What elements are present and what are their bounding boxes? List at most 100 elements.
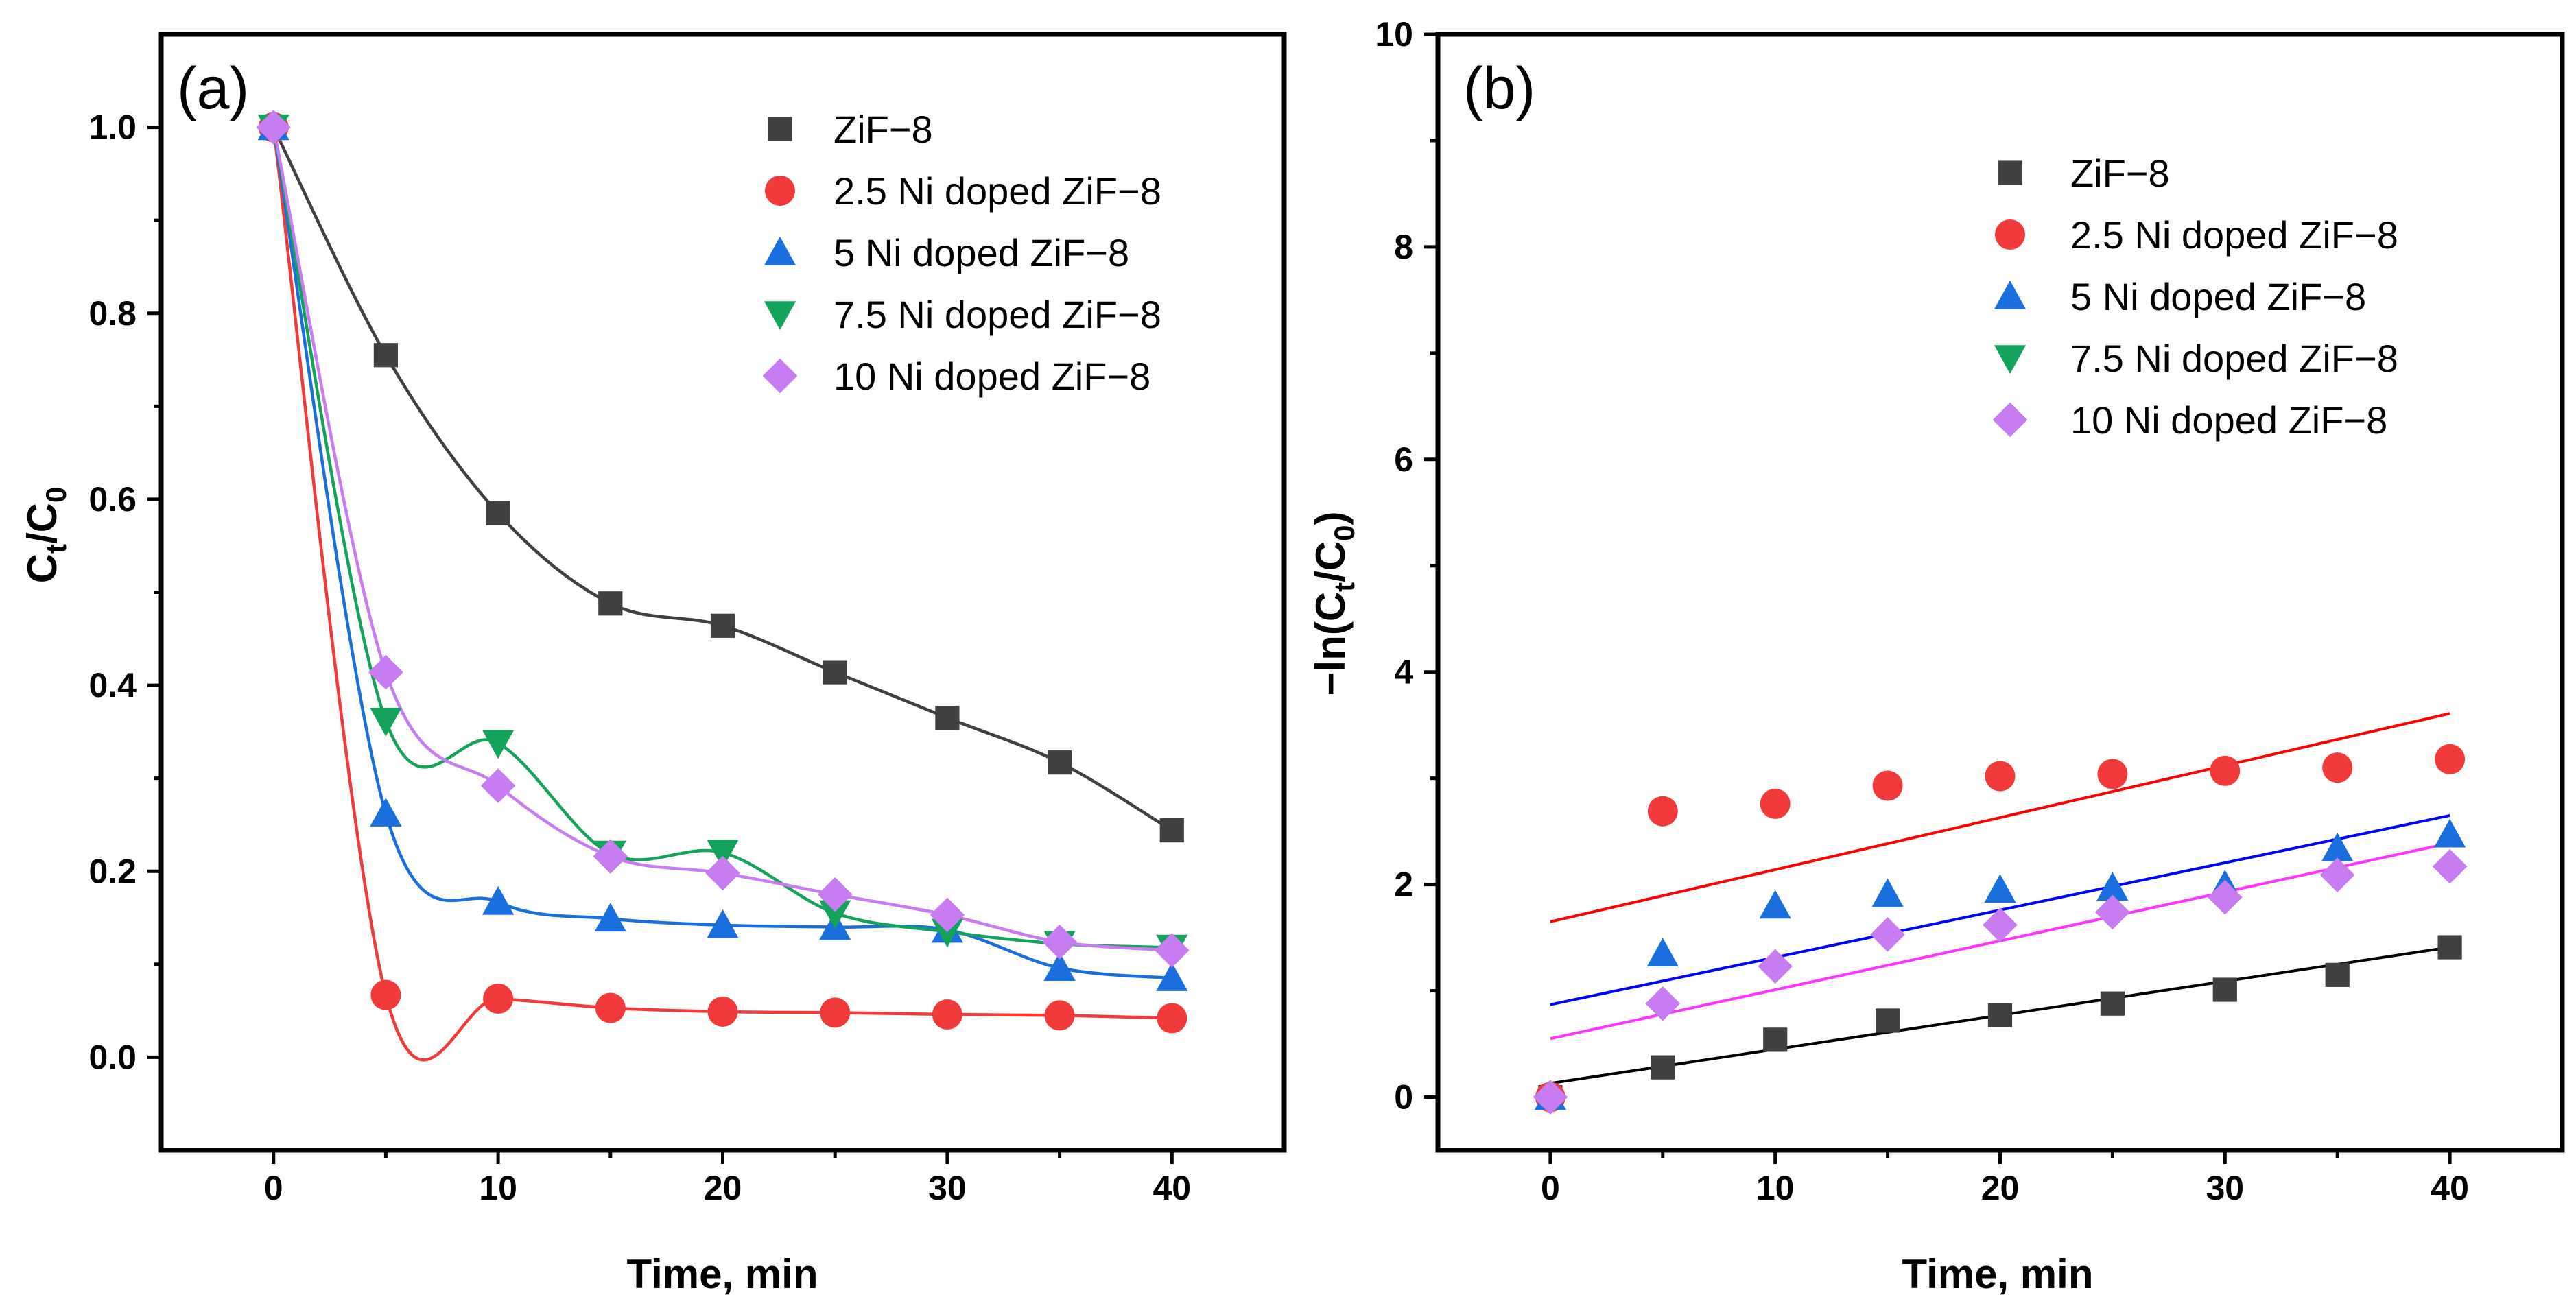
- panel-a-y-tick-label: 0.0: [88, 1038, 137, 1076]
- panel-a-label: (a): [177, 56, 249, 121]
- panel-b-y-title-end: ): [1308, 511, 1354, 525]
- panel-b-legend-label: 10 Ni doped ZiF−8: [2070, 399, 2387, 442]
- panel-b-legend: ZiF−8 2.5 Ni doped ZiF−8 5 Ni doped ZiF−8 7…: [1992, 152, 2398, 442]
- panel-b-y-tick-label: 8: [1394, 228, 1413, 266]
- panel-b-fit-line: [1550, 712, 2450, 923]
- panel-b-data-point: [1763, 1027, 1788, 1052]
- panel-a-data-point: [594, 903, 626, 932]
- panel-a-data-point: [598, 591, 623, 616]
- panel-a-y-tick-label: 0.6: [88, 480, 137, 519]
- panel-b-data-point: [1647, 796, 1678, 827]
- panel-b-data-point: [2434, 818, 2466, 848]
- panel-a-y-tick-label: 1.0: [88, 108, 137, 147]
- panel-b-legend-label: ZiF−8: [2070, 152, 2170, 195]
- panel-a-data-point: [373, 343, 398, 368]
- panel-b-y-title-sub2: 0: [1328, 525, 1360, 540]
- panel-a-data-point: [935, 705, 960, 730]
- panel-a-data-point: [710, 613, 735, 638]
- panel-b-data-point: [2095, 894, 2130, 930]
- panel-b-data-point: [2319, 857, 2355, 892]
- panel-a-y-title-sub1: t: [40, 544, 72, 554]
- panel-b-data-point: [1645, 986, 1681, 1021]
- panel-a-data-point: [705, 855, 740, 891]
- panel-b-data-point: [1983, 907, 2018, 942]
- panel-b-y-axis-title: −ln(Ct/C0): [1308, 511, 1360, 695]
- panel-b-legend-marker: [1994, 280, 2026, 309]
- panel-a-data-point: [707, 909, 739, 938]
- panel-a-data-point: [932, 999, 962, 1030]
- panel-a-data-point: [1156, 962, 1188, 991]
- panel-b-legend-marker: [1995, 219, 2025, 250]
- panel-b-data-point: [1870, 917, 1905, 952]
- panel-a-x-tick-label: 0: [264, 1169, 283, 1207]
- panel-a-data-point: [707, 996, 738, 1027]
- panel-b-ticks: 0 10 20 30 40 0 2 4 6 8 10: [1375, 15, 2469, 1207]
- panel-a-x-tick-label: 40: [1153, 1169, 1191, 1207]
- panel-a-x-axis-title: Time, min: [627, 1251, 818, 1297]
- panel-a-data-point: [931, 918, 963, 948]
- panel-b-data-point: [1872, 770, 1903, 801]
- panel-a-x-tick-label: 30: [928, 1169, 967, 1207]
- panel-b-y-tick-label: 6: [1394, 440, 1413, 479]
- panel-a-y-title-sub2: 0: [40, 487, 72, 503]
- panel-b-legend-marker: [1992, 402, 2028, 438]
- panel-b-data-point: [2100, 991, 2125, 1016]
- panel-b-data-point: [2208, 879, 2243, 915]
- panel-a-data-point: [486, 501, 510, 525]
- panel-b-y-tick-label: 10: [1375, 15, 1413, 53]
- panel-b-data-point: [2325, 962, 2350, 987]
- panel-b-legend-label: 7.5 Ni doped ZiF−8: [2070, 337, 2398, 380]
- panel-a-data-point: [1155, 933, 1190, 968]
- panel-b-y-title-mid: /C: [1308, 541, 1354, 582]
- panel-b-data-point: [2321, 832, 2354, 861]
- panel-a-data-point: [482, 730, 515, 759]
- panel-a-legend-label: 10 Ni doped ZiF−8: [834, 355, 1150, 398]
- panel-b-data-point: [1758, 949, 1793, 984]
- panel-a-legend-marker: [764, 301, 796, 331]
- panel-b: 0 10 20 30 40 0 2 4 6 8 10 (b) ZiF−8 2.5 Ni doped Z…: [1308, 15, 2565, 1297]
- panel-b-y-title-sub1: t: [1328, 582, 1360, 592]
- panel-a-legend-marker: [762, 358, 798, 394]
- panel-b-frame: [1435, 32, 2565, 1153]
- panel-b-data-point: [2096, 872, 2129, 901]
- panel-b-x-axis-title: Time, min: [1902, 1251, 2094, 1297]
- panel-a-data-point: [707, 840, 739, 869]
- panel-a-y-tick-label: 0.2: [88, 852, 137, 890]
- panel-a-data-point: [370, 798, 402, 827]
- panel-a-legend-label: ZiF−8: [834, 108, 933, 151]
- panel-a-y-axis-title: Ct/C0: [19, 487, 72, 584]
- panel-a-data-point: [817, 877, 853, 912]
- panel-b-data-point: [1984, 874, 2016, 903]
- panel-b-data-point: [1651, 1055, 1675, 1080]
- panel-a-legend-marker: [765, 176, 795, 206]
- panel-a-legend-label: 2.5 Ni doped ZiF−8: [834, 169, 1161, 213]
- panel-b-data-layer: [1533, 712, 2468, 1115]
- panel-a-data-point: [256, 110, 291, 145]
- panel-b-legend-marker: [1994, 345, 2026, 374]
- panel-a-data-point: [483, 983, 514, 1014]
- panel-b-x-tick-label: 20: [1981, 1169, 2020, 1207]
- panel-b-data-point: [1759, 890, 1791, 919]
- panel-b-legend-label: 2.5 Ni doped ZiF−8: [2070, 213, 2398, 257]
- panel-a-y-title-main: C: [19, 554, 65, 583]
- panel-a-data-point: [1044, 1000, 1075, 1031]
- panel-a-data-point: [480, 768, 516, 803]
- panel-b-data-point: [1533, 1080, 1568, 1115]
- panel-a-data-point: [368, 654, 403, 690]
- panel-a-y-tick-label: 0.8: [88, 294, 137, 333]
- panel-a-data-point: [482, 885, 515, 915]
- panel-a-legend-marker: [768, 117, 792, 141]
- panel-b-y-tick-label: 2: [1394, 866, 1413, 904]
- panel-b-data-point: [2212, 977, 2237, 1002]
- panel-b-y-tick-label: 4: [1394, 653, 1413, 691]
- panel-a-y-tick-label: 0.4: [88, 666, 137, 704]
- panel-b-data-point: [1760, 788, 1791, 819]
- panel-a-legend-label: 5 Ni doped ZiF−8: [834, 231, 1129, 274]
- panel-b-data-point: [2432, 848, 2468, 884]
- panel-b-data-point: [2097, 759, 2128, 789]
- panel-a-series-line: [272, 127, 1172, 952]
- panel-b-data-point: [1985, 761, 2016, 792]
- panel-a-legend: ZiF−8 2.5 Ni doped ZiF−8 5 Ni doped ZiF−8 7…: [762, 108, 1161, 398]
- panel-b-x-tick-label: 0: [1541, 1169, 1560, 1207]
